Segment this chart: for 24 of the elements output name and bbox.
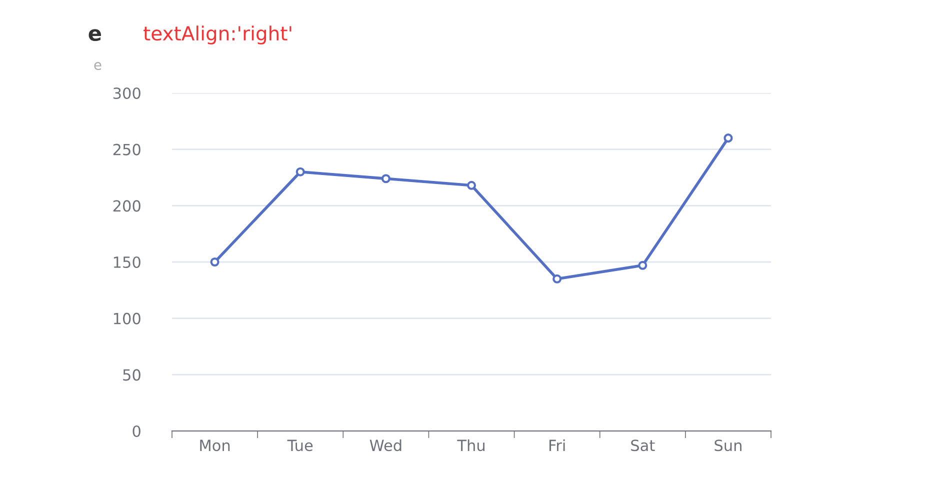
point: [552, 274, 562, 284]
y-tick-label: 250: [113, 144, 140, 156]
text: textAlign:'right': [144, 26, 292, 44]
y-tick-label: 100: [114, 312, 140, 324]
point: [296, 167, 305, 176]
x-tick-label: Tue: [287, 440, 313, 452]
x-tick-label: Thu: [457, 439, 484, 452]
point: [381, 174, 390, 184]
point: [466, 180, 476, 190]
y-tick-label: 300: [113, 87, 140, 100]
y-tick-label: 200: [113, 200, 140, 212]
y-tick-label: 0: [132, 425, 140, 438]
point: [210, 257, 220, 267]
chart-title: e: [88, 29, 101, 42]
x-tick-label: Sat: [631, 440, 655, 452]
chart-subtitle: e: [94, 62, 102, 70]
x-tick-label: Fri: [549, 439, 565, 451]
x-tick-label: Sun: [714, 440, 742, 452]
point: [724, 134, 733, 143]
x-tick-label: Mon: [200, 440, 230, 452]
y-tick-label: 50: [123, 369, 140, 381]
y-tick-label: 150: [114, 256, 140, 268]
x-tick-label: Wed: [370, 439, 402, 452]
point: [638, 260, 648, 270]
